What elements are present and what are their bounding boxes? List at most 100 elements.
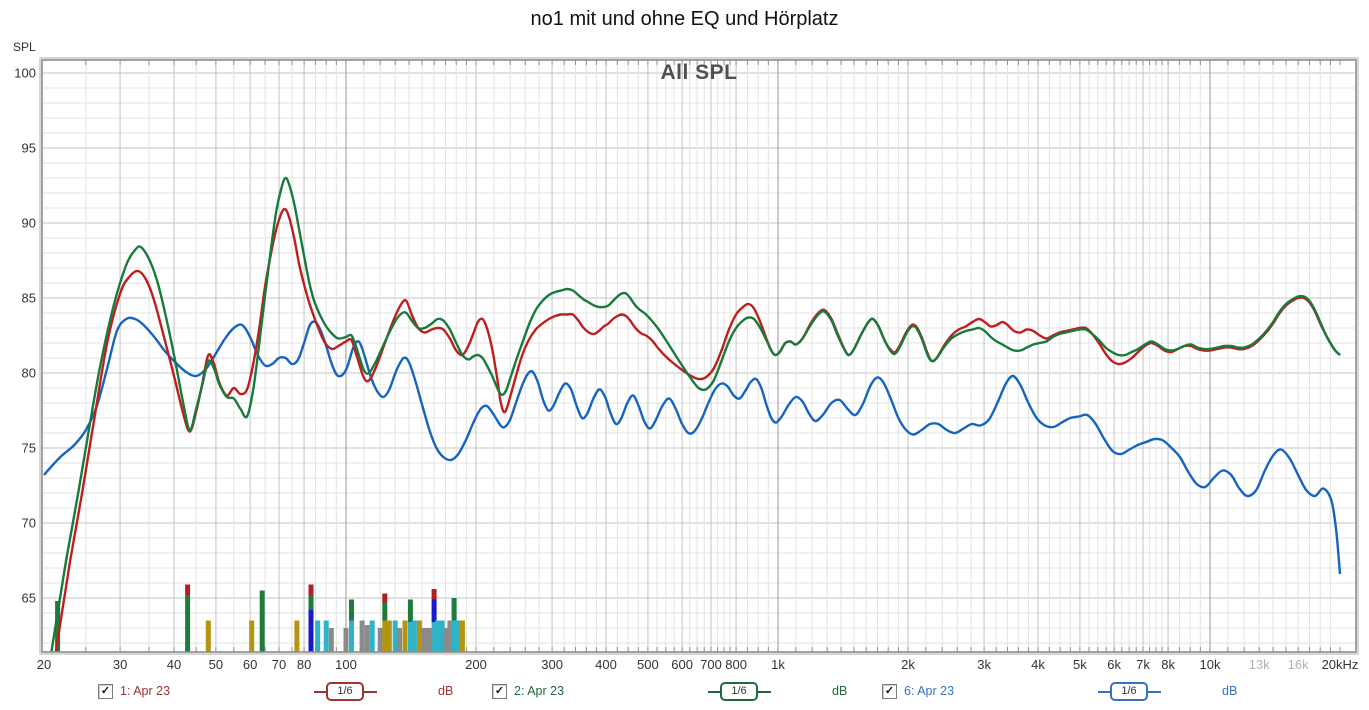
filter-bar <box>431 599 437 622</box>
filter-bar <box>386 620 392 652</box>
x-tick-label: 500 <box>637 657 659 672</box>
x-tick-label: 40 <box>167 657 181 672</box>
legend-item-measurement-1: ✓ 1: Apr 23 1/6 dB <box>98 682 480 702</box>
series-curve-1-apr-23 <box>54 207 1341 652</box>
x-tick-label: 50 <box>209 657 223 672</box>
filter-bar <box>447 620 453 652</box>
filter-bar <box>359 620 365 652</box>
measurement-1-checkbox[interactable]: ✓ <box>98 684 113 699</box>
filter-bar <box>259 590 265 652</box>
x-tick-label: 80 <box>297 657 311 672</box>
x-tick-label: 700 <box>700 657 722 672</box>
measurement-6-checkbox[interactable]: ✓ <box>882 684 897 699</box>
filter-bar <box>308 610 314 652</box>
filter-bar <box>382 620 388 652</box>
filter-bar <box>369 620 375 652</box>
filter-bar <box>308 584 314 595</box>
measurement-2-label[interactable]: 2: Apr 23 <box>514 684 565 698</box>
x-tick-label: 800 <box>725 657 747 672</box>
filter-bar <box>397 628 402 652</box>
measurement-6-trace-line <box>1148 691 1161 693</box>
filter-bar <box>435 620 441 652</box>
filter-bar <box>431 622 437 652</box>
y-tick-label: 85 <box>22 291 36 306</box>
y-axis-unit-label: SPL <box>13 40 36 54</box>
filter-bar <box>402 620 408 652</box>
x-tick-label: 30 <box>113 657 127 672</box>
x-tick-label: 6k <box>1107 657 1121 672</box>
measurement-2-smoothing-badge[interactable]: 1/6 <box>720 682 758 701</box>
x-tick-label: 2k <box>901 657 915 672</box>
filter-bar <box>377 628 383 652</box>
x-tick-label: 3k <box>977 657 991 672</box>
filter-bar <box>426 628 432 652</box>
measurement-1-label[interactable]: 1: Apr 23 <box>120 684 171 698</box>
filter-bar <box>439 620 445 652</box>
filter-bar <box>443 628 448 652</box>
filter-bar <box>315 620 321 652</box>
plot-area[interactable] <box>42 60 1356 652</box>
plot-frame-bevel <box>39 57 1359 655</box>
y-tick-label: 90 <box>22 216 36 231</box>
series-curve-6-apr-23 <box>43 316 1342 575</box>
measurement-1-smoothing-badge[interactable]: 1/6 <box>326 682 364 701</box>
filter-bar <box>455 620 461 652</box>
measurement-2-trace-line <box>708 691 721 693</box>
x-axis-labels: 20 30 40 50 60 70 80 100 200 300 400 500 600 700 800 1k… <box>37 657 1359 672</box>
series-curve-2-apr-23 <box>50 176 1341 652</box>
y-tick-label: 70 <box>22 516 36 531</box>
filter-bar <box>422 628 427 652</box>
x-tick-label: 10k <box>1200 657 1221 672</box>
x-tick-label: 100 <box>335 657 357 672</box>
filter-bar <box>308 595 314 610</box>
filter-bar <box>55 601 61 652</box>
filter-bar <box>349 620 354 652</box>
filter-bar <box>328 628 334 652</box>
filter-bar <box>185 595 191 652</box>
filter-bar <box>185 584 191 595</box>
filter-bar <box>392 620 398 652</box>
measurement-1-trace-line <box>364 691 377 693</box>
x-tick-label: 16k <box>1288 657 1309 672</box>
filter-bar <box>349 599 354 621</box>
measurement-2-trace-line <box>758 691 771 693</box>
grid <box>42 60 1356 652</box>
x-tick-label: 20kHz <box>1322 657 1359 672</box>
filter-bar <box>431 589 437 600</box>
filter-bar <box>459 620 465 652</box>
measurement-6-smoothing-badge[interactable]: 1/6 <box>1110 682 1148 701</box>
y-tick-label: 95 <box>22 141 36 156</box>
filter-bar <box>407 599 413 622</box>
filter-bar <box>382 593 388 603</box>
filter-bar <box>451 598 457 621</box>
x-tick-label: 300 <box>541 657 563 672</box>
y-tick-label: 65 <box>22 591 36 606</box>
filter-bar <box>249 620 255 652</box>
x-tick-label: 200 <box>465 657 487 672</box>
filter-bar <box>451 620 457 652</box>
x-tick-label: 20 <box>37 657 51 672</box>
y-tick-label: 75 <box>22 441 36 456</box>
filter-bar <box>411 620 417 652</box>
x-tick-label: 13k <box>1249 657 1270 672</box>
filter-bar <box>343 628 349 652</box>
y-tick-label: 100 <box>14 66 36 81</box>
page-title: no1 mit und ohne EQ und Hörplatz <box>530 8 839 30</box>
legend-item-measurement-6: ✓ 6: Apr 23 1/6 dB <box>882 682 1264 702</box>
filter-bar <box>364 625 370 652</box>
x-tick-label: 400 <box>595 657 617 672</box>
x-tick-label: 8k <box>1161 657 1175 672</box>
measurement-6-label[interactable]: 6: Apr 23 <box>904 684 955 698</box>
filter-bar <box>417 620 422 652</box>
x-tick-label: 5k <box>1073 657 1087 672</box>
x-tick-label: 7k <box>1136 657 1150 672</box>
filter-bar <box>294 620 300 652</box>
plot-frame <box>41 59 1357 653</box>
filter-bar <box>323 620 329 652</box>
measurement-6-unit-label: dB <box>1222 684 1238 698</box>
chart-title: All SPL <box>660 61 738 84</box>
measurement-2-checkbox[interactable]: ✓ <box>492 684 507 699</box>
x-tick-label: 70 <box>272 657 286 672</box>
